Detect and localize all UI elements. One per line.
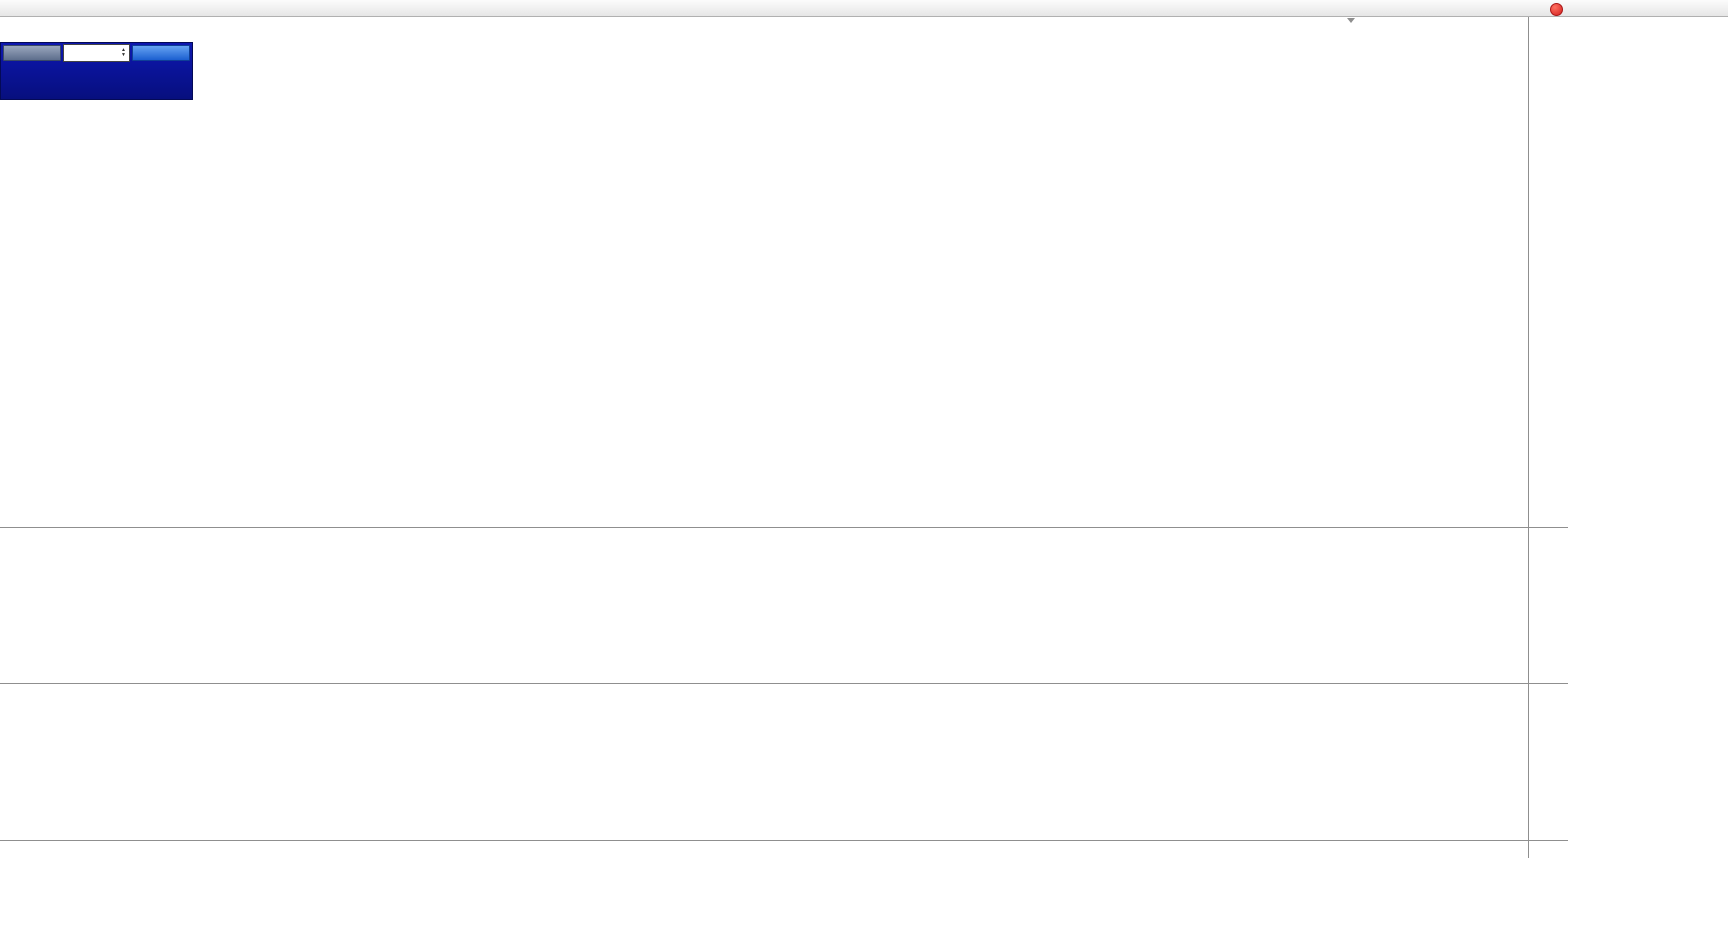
sell-button[interactable] — [3, 44, 61, 61]
one-click-trading-panel: ▲ ▼ — [0, 42, 193, 100]
price-axis-border — [1528, 17, 1529, 858]
stepper-down-icon[interactable]: ▼ — [121, 51, 126, 58]
rsi-label-row — [4, 686, 9, 697]
macd-panel-canvas[interactable] — [0, 527, 1528, 683]
volume-stepper[interactable]: ▲ ▼ — [119, 45, 128, 61]
macd-panel-separator[interactable] — [0, 527, 1568, 528]
macd-label-row — [4, 530, 14, 541]
trade-panel-prices — [1, 62, 192, 99]
rsi-panel-canvas[interactable] — [0, 683, 1528, 840]
chart-title — [4, 24, 10, 35]
buy-button[interactable] — [132, 44, 190, 61]
date-axis-separator — [0, 840, 1568, 841]
notification-badge-icon[interactable] — [1550, 3, 1563, 16]
chart-shift-marker-icon[interactable] — [1347, 18, 1355, 23]
rsi-panel-separator[interactable] — [0, 683, 1568, 684]
buy-price[interactable] — [97, 62, 193, 99]
stepper-up-icon[interactable]: ▲ — [121, 46, 126, 53]
price-chart-canvas[interactable] — [0, 17, 1528, 527]
trade-panel-controls: ▲ ▼ — [1, 43, 192, 62]
toolbar — [0, 0, 1728, 17]
volume-input[interactable]: ▲ ▼ — [63, 43, 130, 62]
sell-price[interactable] — [1, 62, 97, 99]
